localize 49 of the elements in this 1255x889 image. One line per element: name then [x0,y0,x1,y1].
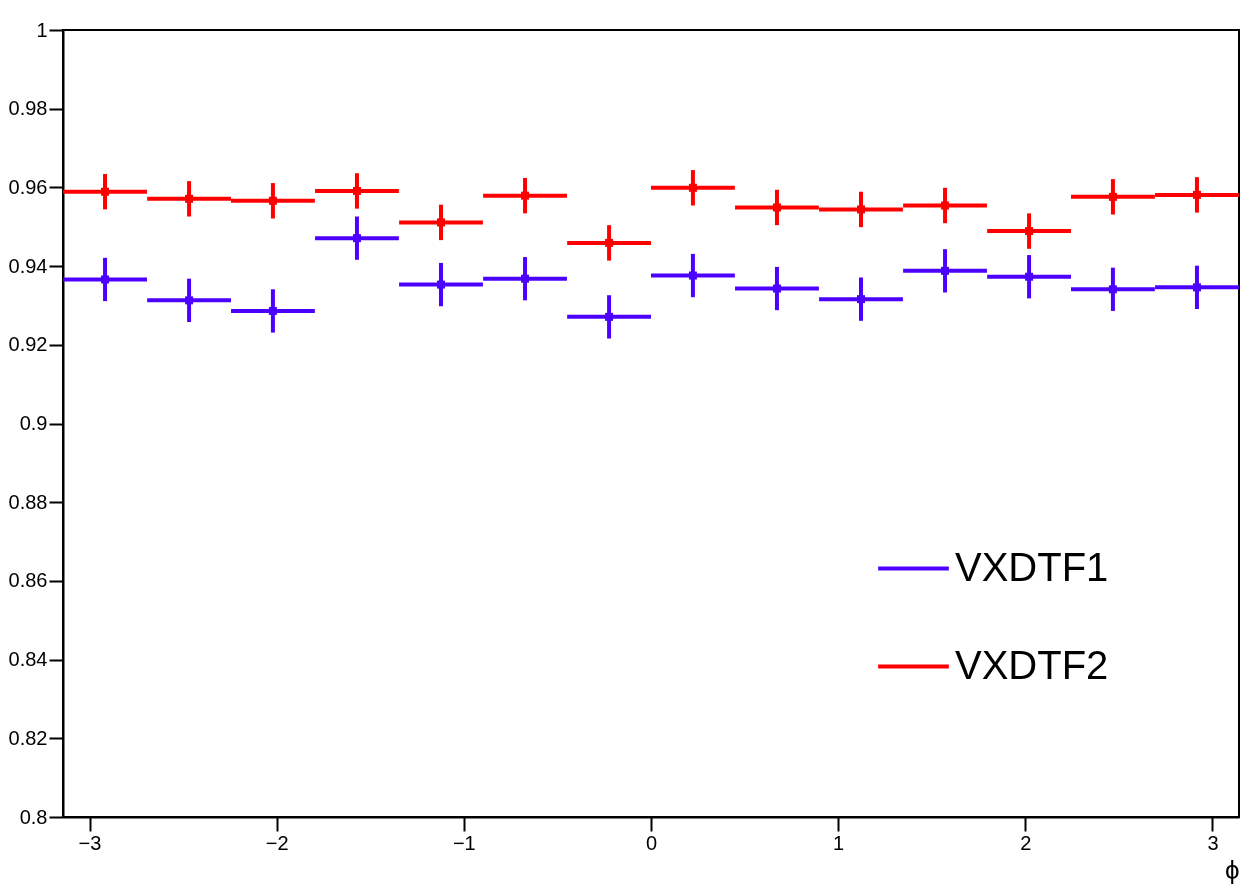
x-tick-label: 3 [1207,831,1219,854]
x-tick-label: 2 [1020,831,1032,854]
point [437,280,445,289]
x-tick-label: −2 [265,831,289,854]
point [1025,272,1034,281]
point [941,201,950,210]
point [605,312,614,321]
point [437,218,445,227]
x-tick-label: −3 [78,831,102,854]
y-tick-label: 0.86 [8,569,48,592]
x-tick-label: 1 [833,831,845,854]
point [772,203,781,212]
x-tick-label: 0 [645,831,658,854]
point [101,187,110,196]
point [352,234,361,243]
x-tick-label: −1 [452,831,476,854]
legend-label: VXDTF2 [955,642,1109,687]
point [101,275,110,284]
point [1108,192,1117,201]
point [1192,190,1201,199]
point [185,194,194,203]
point [521,274,530,283]
point [352,186,361,195]
y-tick-label: 0.88 [8,490,48,513]
y-tick-label: 1 [36,18,48,41]
point [772,284,781,293]
point [605,238,614,247]
point [688,271,697,280]
y-tick-label: 0.82 [8,726,48,749]
y-tick-label: 0.92 [8,333,48,356]
legend-label: VXDTF1 [955,544,1109,589]
point [857,295,865,304]
y-tick-label: 0.9 [19,412,48,434]
point [941,266,950,275]
point [688,183,697,192]
point [857,205,865,214]
y-tick-label: 0.96 [8,175,48,198]
point [268,196,277,205]
y-tick-label: 0.84 [8,648,48,671]
point [1108,285,1117,294]
y-tick-label: 0.94 [8,254,48,277]
point [185,296,194,305]
x-axis-title: ϕ [1224,854,1240,885]
point [521,191,530,200]
point [1025,227,1034,236]
point [268,306,277,315]
point [1192,283,1201,292]
y-tick-label: 0.98 [8,97,48,120]
y-tick-label: 0.8 [19,805,48,828]
